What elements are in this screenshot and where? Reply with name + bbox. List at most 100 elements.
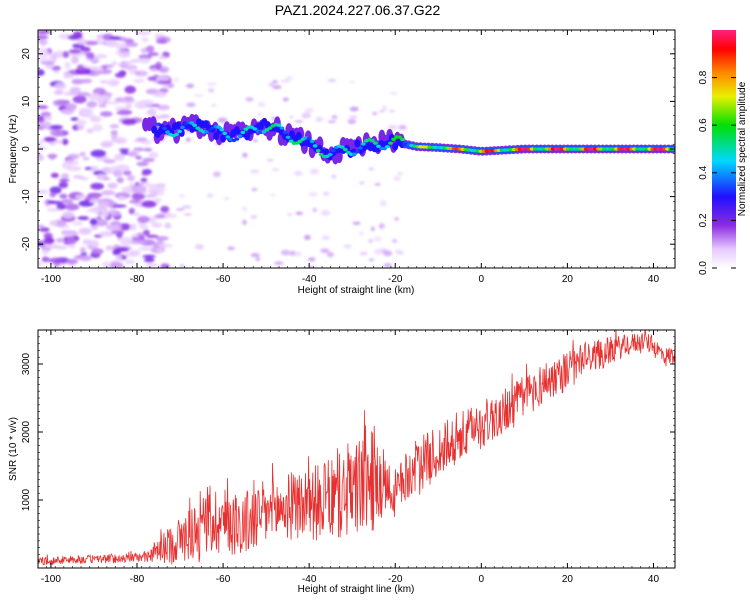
ridge-core (189, 121, 195, 125)
heatmap-blob (121, 118, 137, 126)
y-tick-label: -10 (21, 189, 32, 204)
heatmap-blob (48, 220, 58, 227)
ridge-core (388, 141, 393, 145)
x-tick-label: -60 (216, 574, 231, 585)
heatmap-blob (38, 189, 49, 194)
heatmap-blob (96, 216, 103, 220)
colorbar-tick-label: 0.2 (698, 213, 709, 227)
heatmap-blob (394, 217, 399, 221)
heatmap-blob (304, 108, 315, 113)
heatmap-blob (255, 257, 261, 262)
heatmap-blob (145, 45, 155, 53)
heatmap-blob (38, 142, 44, 146)
ridge-core (240, 130, 246, 135)
heatmap-blob (77, 216, 90, 221)
heatmap-blob (146, 234, 159, 238)
heatmap-blob (38, 261, 43, 267)
heatmap-blob (46, 208, 62, 212)
heatmap-blob (156, 40, 168, 44)
heatmap-blob (125, 42, 139, 48)
heatmap-blob (38, 40, 49, 45)
ridge-core (162, 126, 167, 131)
heatmap-blob (143, 147, 153, 152)
ridge-band (354, 139, 361, 148)
heatmap-blob (50, 129, 64, 137)
ridge-core (225, 135, 231, 139)
heatmap-blob (89, 208, 99, 213)
heatmap-blob (77, 92, 91, 97)
heatmap-blob (61, 230, 76, 238)
heatmap-blob (86, 128, 94, 134)
ridge-core (306, 136, 312, 141)
heatmap-blob (96, 98, 105, 105)
heatmap-blob (115, 263, 124, 268)
heatmap-blob (107, 182, 118, 189)
heatmap-blob (142, 254, 156, 258)
heatmap-blob (72, 95, 87, 104)
heatmap-blob (309, 168, 320, 175)
heatmap-blob (133, 78, 145, 84)
ridge-core (339, 145, 345, 149)
heatmap-blob (80, 46, 91, 52)
heatmap-blob (101, 261, 112, 268)
heatmap-blob (102, 176, 111, 181)
heatmap-blob (73, 31, 83, 39)
heatmap-blob (159, 66, 170, 73)
ridge-core (174, 132, 179, 137)
heatmap-blob (117, 195, 126, 201)
heatmap-blob (135, 155, 142, 160)
y-tick-label: -20 (21, 237, 32, 252)
heatmap-blob (301, 112, 312, 119)
heatmap-blob (320, 210, 331, 216)
heatmap-blob (128, 199, 141, 204)
heatmap-blob (40, 111, 52, 117)
heatmap-blob (84, 40, 99, 46)
ridge-core (180, 125, 186, 130)
heatmap-blob (269, 193, 276, 197)
heatmap-blob (268, 82, 274, 87)
heatmap-blob (154, 214, 166, 219)
heatmap-blob (49, 192, 57, 198)
heatmap-blob (186, 102, 196, 108)
heatmap-blob (207, 82, 217, 86)
heatmap-blob (183, 213, 193, 216)
heatmap-blob (112, 204, 127, 208)
heatmap-blob (312, 207, 318, 213)
ridge-core (192, 123, 198, 128)
heatmap-blob (71, 55, 79, 64)
heatmap-blob (43, 115, 53, 120)
ridge-core (370, 138, 375, 143)
snr-x-label: Height of straight line (km) (298, 584, 415, 595)
heatmap-blob (133, 212, 141, 217)
heatmap-blob (112, 248, 121, 256)
heatmap-blob (53, 99, 68, 107)
heatmap-blob (114, 72, 126, 78)
ridge-core (360, 142, 366, 146)
heatmap-blob (59, 193, 68, 199)
heatmap-blob (96, 66, 104, 72)
ridge-core (267, 126, 273, 130)
heatmap-blob (91, 248, 104, 255)
heatmap-blob (110, 132, 118, 140)
heatmap-blob (46, 137, 58, 142)
heatmap-blob (156, 237, 165, 243)
heatmap-blob (141, 172, 150, 176)
heatmap-blob (173, 77, 179, 83)
heatmap-blob (158, 55, 167, 60)
ridge-band (295, 131, 302, 140)
heatmap-blob (111, 230, 125, 235)
heatmap-blob (151, 222, 163, 228)
heatmap-blob (157, 185, 165, 192)
x-tick-label: 40 (648, 274, 660, 285)
heatmap-blob (141, 37, 149, 43)
heatmap-blob (72, 221, 84, 226)
heatmap-blob (61, 138, 69, 146)
heatmap-blob (40, 61, 55, 65)
heatmap-blob (126, 174, 136, 182)
heatmap-blob (352, 221, 361, 225)
heatmap-blob (153, 91, 167, 98)
heatmap-blob (54, 82, 67, 91)
heatmap-blob (105, 39, 119, 48)
ridge-core (234, 137, 240, 141)
heatmap-blob (114, 164, 131, 172)
